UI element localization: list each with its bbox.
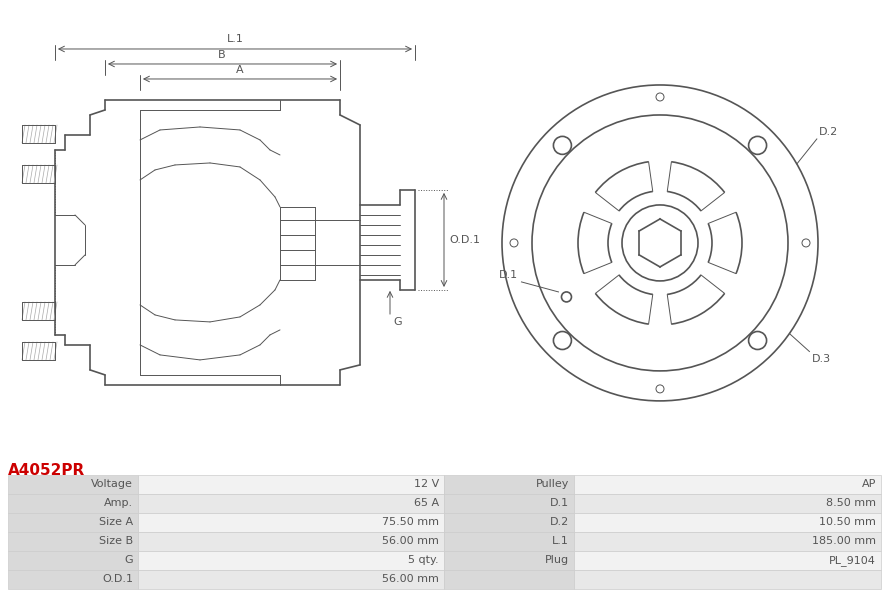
Text: Size A: Size A bbox=[99, 517, 133, 527]
Text: 75.50 mm: 75.50 mm bbox=[382, 517, 439, 527]
Bar bbox=[8, 551, 138, 570]
Bar bbox=[444, 532, 574, 551]
Text: D.3: D.3 bbox=[812, 353, 830, 364]
Bar bbox=[8, 570, 138, 589]
Text: O.D.1: O.D.1 bbox=[449, 235, 480, 245]
Bar bbox=[444, 570, 574, 589]
Text: B: B bbox=[218, 50, 226, 60]
Bar bbox=[444, 513, 574, 532]
Bar bbox=[8, 532, 138, 551]
Bar bbox=[8, 475, 138, 494]
Bar bbox=[574, 513, 881, 532]
Text: Plug: Plug bbox=[545, 555, 569, 566]
Bar bbox=[138, 475, 444, 494]
Bar bbox=[444, 551, 574, 570]
Bar bbox=[8, 513, 138, 532]
Bar bbox=[574, 494, 881, 513]
Bar bbox=[574, 532, 881, 551]
Bar bbox=[574, 475, 881, 494]
Bar bbox=[138, 532, 444, 551]
Text: D.2: D.2 bbox=[549, 517, 569, 527]
Text: Amp.: Amp. bbox=[104, 498, 133, 508]
Text: D.1: D.1 bbox=[550, 498, 569, 508]
Text: D.2: D.2 bbox=[819, 127, 838, 137]
Text: Voltage: Voltage bbox=[92, 479, 133, 489]
Bar bbox=[8, 494, 138, 513]
Text: 12 V: 12 V bbox=[413, 479, 439, 489]
Text: 56.00 mm: 56.00 mm bbox=[382, 575, 439, 585]
Bar bbox=[138, 513, 444, 532]
Text: 5 qty.: 5 qty. bbox=[408, 555, 439, 566]
Bar bbox=[138, 570, 444, 589]
Text: 10.50 mm: 10.50 mm bbox=[819, 517, 876, 527]
Text: AP: AP bbox=[861, 479, 876, 489]
Text: D.1: D.1 bbox=[500, 270, 518, 280]
Text: O.D.1: O.D.1 bbox=[102, 575, 133, 585]
Text: 185.00 mm: 185.00 mm bbox=[812, 536, 876, 547]
Text: Pulley: Pulley bbox=[536, 479, 569, 489]
Text: L.1: L.1 bbox=[552, 536, 569, 547]
Bar bbox=[444, 494, 574, 513]
Text: A4052PR: A4052PR bbox=[8, 463, 85, 478]
Text: Size B: Size B bbox=[99, 536, 133, 547]
Text: 8.50 mm: 8.50 mm bbox=[826, 498, 876, 508]
Text: PL_9104: PL_9104 bbox=[829, 555, 876, 566]
Text: L.1: L.1 bbox=[227, 34, 244, 44]
Text: G: G bbox=[124, 555, 133, 566]
Bar bbox=[574, 570, 881, 589]
Bar bbox=[574, 551, 881, 570]
Text: G: G bbox=[393, 317, 402, 327]
Text: A: A bbox=[236, 65, 244, 75]
Bar bbox=[444, 475, 574, 494]
Text: 56.00 mm: 56.00 mm bbox=[382, 536, 439, 547]
Bar bbox=[138, 494, 444, 513]
Bar bbox=[138, 551, 444, 570]
Text: 65 A: 65 A bbox=[414, 498, 439, 508]
